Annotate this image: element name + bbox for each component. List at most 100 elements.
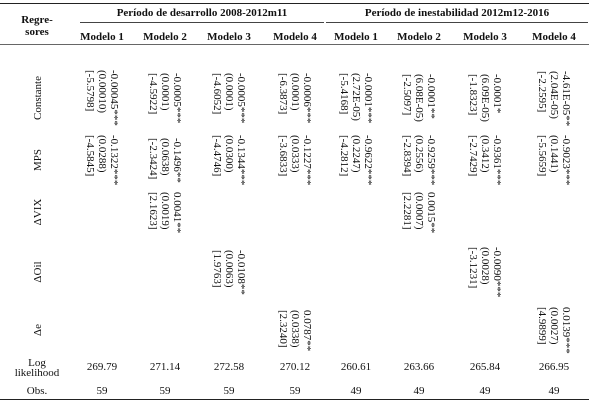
coefficient: -0.0001** xyxy=(425,74,437,119)
period2-title: Período de inestabilidad 2012m12-2016 xyxy=(364,7,550,19)
t-stat: [-4.4746] xyxy=(211,135,223,177)
std-error: (0.0638) xyxy=(159,137,171,176)
t-stat: [-5.5659] xyxy=(536,135,548,177)
t-stat: [-3.6833] xyxy=(277,135,289,177)
loglik-value-6: 263.66 xyxy=(403,361,435,373)
coefficient: -0.9622*** xyxy=(362,135,374,186)
t-stat: [2.2281] xyxy=(401,191,413,230)
t-stat: [-4.5845] xyxy=(84,135,96,177)
std-error: (0.0288) xyxy=(96,135,108,173)
std-error: (0.0063) xyxy=(223,249,235,288)
coefficient: -0.0006*** xyxy=(301,73,313,124)
model-header-7: Modelo 3 xyxy=(463,31,507,43)
std-error: (0.3412) xyxy=(479,135,491,173)
std-error: (0.0007) xyxy=(413,191,425,230)
loglik-value-7: 265.84 xyxy=(469,361,501,373)
model-header-2: Modelo 2 xyxy=(143,31,187,43)
model-header-8: Modelo 4 xyxy=(532,31,576,43)
t-stat: [1.9763] xyxy=(211,249,223,288)
t-stat: [-2.7429] xyxy=(467,135,479,177)
regressors-label-line1: Regre- xyxy=(21,14,53,26)
loglik-value-3: 272.58 xyxy=(213,361,245,373)
coefficient: -0.1227*** xyxy=(301,135,313,186)
std-error: (0.0300) xyxy=(223,135,235,173)
std-error: (0.2556) xyxy=(413,135,425,173)
t-stat: [2.3240] xyxy=(277,309,289,348)
t-stat: [-3.1231] xyxy=(467,247,479,289)
coefficient: -0.0090*** xyxy=(491,247,503,298)
coefficient: -0.1322*** xyxy=(108,135,120,186)
coefficient: -0.1344*** xyxy=(235,135,247,186)
coefficient: -0.9259*** xyxy=(425,135,437,186)
std-error: (0.1441) xyxy=(548,135,560,173)
coefficient: -4.61E-05** xyxy=(560,70,572,126)
t-stat: [-2.5097] xyxy=(401,74,413,116)
bottom-rule xyxy=(0,399,589,400)
t-stat: [-4.6052] xyxy=(211,73,223,115)
obs-value-3: 59 xyxy=(223,385,235,397)
loglik-value-2: 271.14 xyxy=(149,361,181,373)
coefficient: 0.0787** xyxy=(301,309,313,351)
loglik-label-line2: likelihood xyxy=(14,367,60,379)
std-error: (6.09E-05) xyxy=(479,74,491,122)
std-error: (0.0333) xyxy=(289,135,301,173)
loglik-value-4: 270.12 xyxy=(279,361,311,373)
coefficient: -0.0005*** xyxy=(171,73,183,124)
model-header-3: Modelo 3 xyxy=(207,31,251,43)
t-stat: [-6.3873] xyxy=(277,73,289,115)
t-stat: [-5.4168] xyxy=(338,73,350,115)
obs-value-1: 59 xyxy=(96,385,108,397)
coefficient: -0.0001*** xyxy=(362,73,374,124)
model-header-1: Modelo 1 xyxy=(80,31,124,43)
std-error: (0.0001) xyxy=(223,73,235,111)
loglik-value-5: 260.61 xyxy=(340,361,372,373)
obs-value-5: 49 xyxy=(350,385,362,397)
std-error: (0.2247) xyxy=(350,135,362,173)
t-stat: [-2.2595] xyxy=(536,70,548,112)
period1-title: Período de desarrollo 2008-2012m11 xyxy=(116,7,288,19)
coefficient: -0.1496** xyxy=(171,137,183,183)
obs-value-2: 59 xyxy=(159,385,171,397)
obs-value-4: 59 xyxy=(289,385,301,397)
loglik-value-8: 266.95 xyxy=(538,361,570,373)
period1-underline xyxy=(80,22,324,23)
t-stat: [-1.8323] xyxy=(467,74,479,116)
obs-value-7: 49 xyxy=(479,385,491,397)
regressors-label-line2: sores xyxy=(25,26,49,38)
coefficient: -0.9023*** xyxy=(560,135,572,186)
t-stat: [-2.8394] xyxy=(401,135,413,177)
std-error: (0.0001) xyxy=(289,73,301,111)
model-header-5: Modelo 1 xyxy=(334,31,378,43)
obs-value-8: 49 xyxy=(548,385,560,397)
std-error: (0.0027) xyxy=(548,306,560,345)
coefficient: -0.0001* xyxy=(491,74,503,114)
coefficient: 0.0139*** xyxy=(560,306,572,354)
std-error: (0.0028) xyxy=(479,247,491,285)
std-error: (0.0001) xyxy=(159,73,171,111)
t-stat: [2.1623] xyxy=(147,191,159,230)
loglik-value-1: 269.79 xyxy=(86,361,118,373)
coefficient: 0.0015** xyxy=(425,191,437,233)
std-error: (0.0338) xyxy=(289,309,301,348)
std-error: (0.00010) xyxy=(96,70,108,114)
coefficient: 0.0041** xyxy=(171,191,183,233)
header-rule xyxy=(0,44,589,45)
std-error: (2.72E-05) xyxy=(350,73,362,121)
coefficient: -0.00045*** xyxy=(108,70,120,126)
model-header-6: Modelo 2 xyxy=(397,31,441,43)
coefficient: -0.0005*** xyxy=(235,73,247,124)
obs-label: Obs. xyxy=(26,385,48,397)
loglik-label-line1: Log xyxy=(28,357,46,369)
std-error: (6.08E-05) xyxy=(413,74,425,122)
period2-underline xyxy=(326,22,588,23)
std-error: (0.0019) xyxy=(159,191,171,230)
std-error: (2.04E-05) xyxy=(548,70,560,119)
coefficient: -0.9361*** xyxy=(491,135,503,186)
obs-value-6: 49 xyxy=(413,385,425,397)
t-stat: [-5.5798] xyxy=(84,70,96,112)
model-header-4: Modelo 4 xyxy=(273,31,317,43)
top-rule xyxy=(0,3,589,4)
t-stat: [-2.3424] xyxy=(147,137,159,179)
t-stat: [-4.2812] xyxy=(338,135,350,177)
